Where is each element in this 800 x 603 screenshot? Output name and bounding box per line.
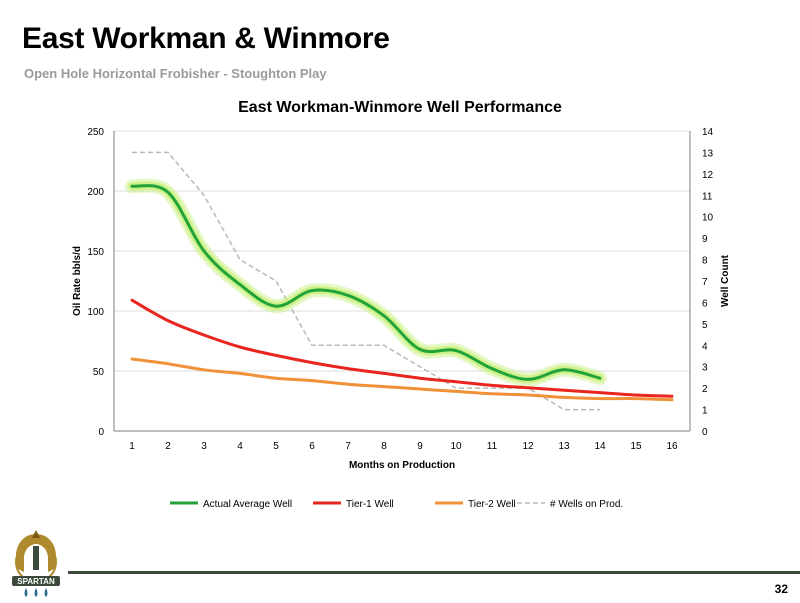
y-tick-label: 250 [87, 127, 104, 138]
y2-tick-label: 7 [702, 277, 708, 288]
x-tick-label: 13 [558, 441, 570, 452]
y2-tick-label: 2 [702, 384, 708, 395]
y2-tick-label: 5 [702, 320, 708, 331]
x-tick-label: 1 [129, 441, 135, 452]
x-tick-label: 10 [450, 441, 462, 452]
y2-tick-label: 9 [702, 234, 708, 245]
page-number: 32 [774, 582, 788, 596]
y-tick-label: 150 [87, 247, 104, 258]
gridlines [114, 130, 690, 372]
spartan-logo: SPARTAN [4, 528, 68, 598]
series-line-actual-average-well [130, 184, 602, 381]
legend-label: Tier-2 Well [468, 499, 516, 510]
y2-tick-label: 14 [702, 127, 714, 138]
x-tick-label: 14 [594, 441, 606, 452]
x-tick-label: 7 [345, 441, 351, 452]
y2-tick-label: 3 [702, 363, 708, 374]
series-glow-actual-average-well [125, 178, 607, 387]
x-tick-label: 9 [417, 441, 423, 452]
series-line-tier-2-well [130, 357, 674, 402]
series-line-wells-on-prod [132, 151, 600, 411]
x-axis-title: Months on Production [349, 460, 455, 471]
y2-tick-label: 10 [702, 213, 714, 224]
slide-title: East Workman & Winmore [22, 22, 390, 55]
series-line-tier-1-well [130, 298, 674, 398]
y-tick-label: 100 [87, 307, 104, 318]
y-tick-label: 50 [93, 367, 105, 378]
series-layer [125, 151, 674, 411]
x-tick-label: 2 [165, 441, 171, 452]
legend: Actual Average Well Tier-1 Well Tier-2 Wel… [170, 499, 623, 510]
x-tick-label: 5 [273, 441, 279, 452]
svg-text:SPARTAN: SPARTAN [17, 577, 55, 586]
x-tick-label: 12 [522, 441, 534, 452]
legend-label: Actual Average Well [203, 499, 292, 510]
footer-rule [68, 571, 800, 574]
y2-tick-label: 6 [702, 298, 708, 309]
y2-tick-label: 1 [702, 406, 708, 417]
y-axis-title: Oil Rate bbls/d [72, 246, 83, 316]
x-tick-label: 15 [630, 441, 642, 452]
x-tick-label: 6 [309, 441, 315, 452]
y-tick-label: 0 [98, 427, 104, 438]
y2-tick-label: 0 [702, 427, 708, 438]
y2-axis-title: Well Count [720, 254, 731, 307]
x-tick-label: 8 [381, 441, 387, 452]
y2-tick-label: 11 [702, 191, 713, 202]
series-glow-inner-actual-average-well [128, 181, 604, 384]
legend-label: Tier-1 Well [346, 499, 394, 510]
y2-tick-label: 12 [702, 170, 714, 181]
x-tick-label: 16 [666, 441, 678, 452]
y2-tick-label: 4 [702, 341, 708, 352]
legend-label: # Wells on Prod. [550, 499, 623, 510]
slide-subtitle: Open Hole Horizontal Frobisher - Stought… [24, 66, 327, 81]
y2-tick-label: 8 [702, 256, 708, 267]
y-tick-label: 200 [87, 187, 104, 198]
x-tick-label: 3 [201, 441, 207, 452]
y2-tick-label: 13 [702, 148, 714, 159]
chart-title: East Workman-Winmore Well Performance [238, 99, 562, 116]
x-tick-label: 11 [487, 441, 498, 452]
x-tick-label: 4 [237, 441, 243, 452]
